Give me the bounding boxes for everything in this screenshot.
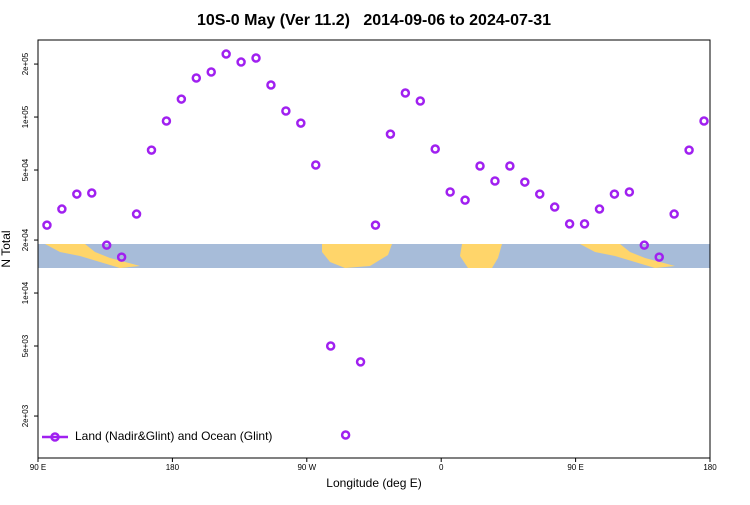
legend-label: Land (Nadir&Glint) and Ocean (Glint) xyxy=(75,429,272,443)
data-point xyxy=(445,187,455,197)
data-point xyxy=(311,160,321,170)
data-point xyxy=(624,187,635,197)
data-point xyxy=(146,145,157,155)
data-point xyxy=(266,80,276,90)
data-point xyxy=(430,144,440,154)
y-tick-label: 5e+03 xyxy=(21,334,30,357)
y-axis-label: N Total xyxy=(0,230,13,267)
data-point xyxy=(191,73,202,83)
data-point xyxy=(594,204,605,214)
x-tick-label: 0 xyxy=(439,463,444,472)
data-point xyxy=(669,209,679,219)
y-tick-label: 2e+03 xyxy=(21,404,30,427)
data-point xyxy=(520,177,530,187)
data-point xyxy=(415,96,426,106)
data-point xyxy=(549,202,560,212)
y-tick-label: 2e+05 xyxy=(21,52,30,75)
data-point xyxy=(355,357,366,367)
data-point xyxy=(639,240,650,250)
data-point xyxy=(325,341,336,351)
data-point xyxy=(206,67,216,77)
data-point xyxy=(654,252,664,262)
x-tick-label: 180 xyxy=(703,463,717,472)
data-point xyxy=(42,220,52,230)
data-point xyxy=(505,161,515,171)
y-tick-label: 1e+04 xyxy=(21,281,30,304)
data-point xyxy=(400,88,411,98)
plot-frame xyxy=(37,39,711,459)
data-point xyxy=(281,106,291,116)
data-point xyxy=(221,49,231,59)
data-point xyxy=(385,129,396,139)
data-point xyxy=(370,220,381,230)
x-tick-label: 180 xyxy=(166,463,180,472)
x-tick-label: 90 E xyxy=(30,463,46,472)
data-point xyxy=(460,195,470,205)
data-point xyxy=(564,219,575,229)
data-point xyxy=(176,94,187,104)
legend-marker xyxy=(50,432,60,442)
data-point xyxy=(57,204,67,214)
map-band xyxy=(38,244,710,268)
data-point xyxy=(131,209,142,219)
x-tick-label: 90 E xyxy=(567,463,583,472)
data-point xyxy=(699,116,709,126)
data-point xyxy=(236,57,246,67)
y-tick-label: 5e+04 xyxy=(21,158,30,181)
data-point xyxy=(251,53,261,63)
data-point xyxy=(296,118,306,128)
data-point xyxy=(535,189,545,199)
data-point xyxy=(101,240,112,250)
data-point xyxy=(72,189,82,199)
y-tick-label: 1e+05 xyxy=(21,105,30,128)
data-point xyxy=(116,252,127,262)
data-point xyxy=(609,189,620,199)
data-point xyxy=(161,116,172,126)
y-tick-label: 2e+04 xyxy=(21,228,30,251)
data-point xyxy=(684,145,694,155)
data-point xyxy=(475,161,485,171)
x-axis-label: Longitude (deg E) xyxy=(326,476,421,490)
data-point xyxy=(87,188,97,198)
data-point xyxy=(340,430,351,440)
chart-title: 10S-0 May (Ver 11.2) 2014-09-06 to 2024-… xyxy=(197,12,551,29)
x-tick-label: 90 W xyxy=(297,463,316,472)
data-point xyxy=(490,176,500,186)
data-point xyxy=(579,219,590,229)
